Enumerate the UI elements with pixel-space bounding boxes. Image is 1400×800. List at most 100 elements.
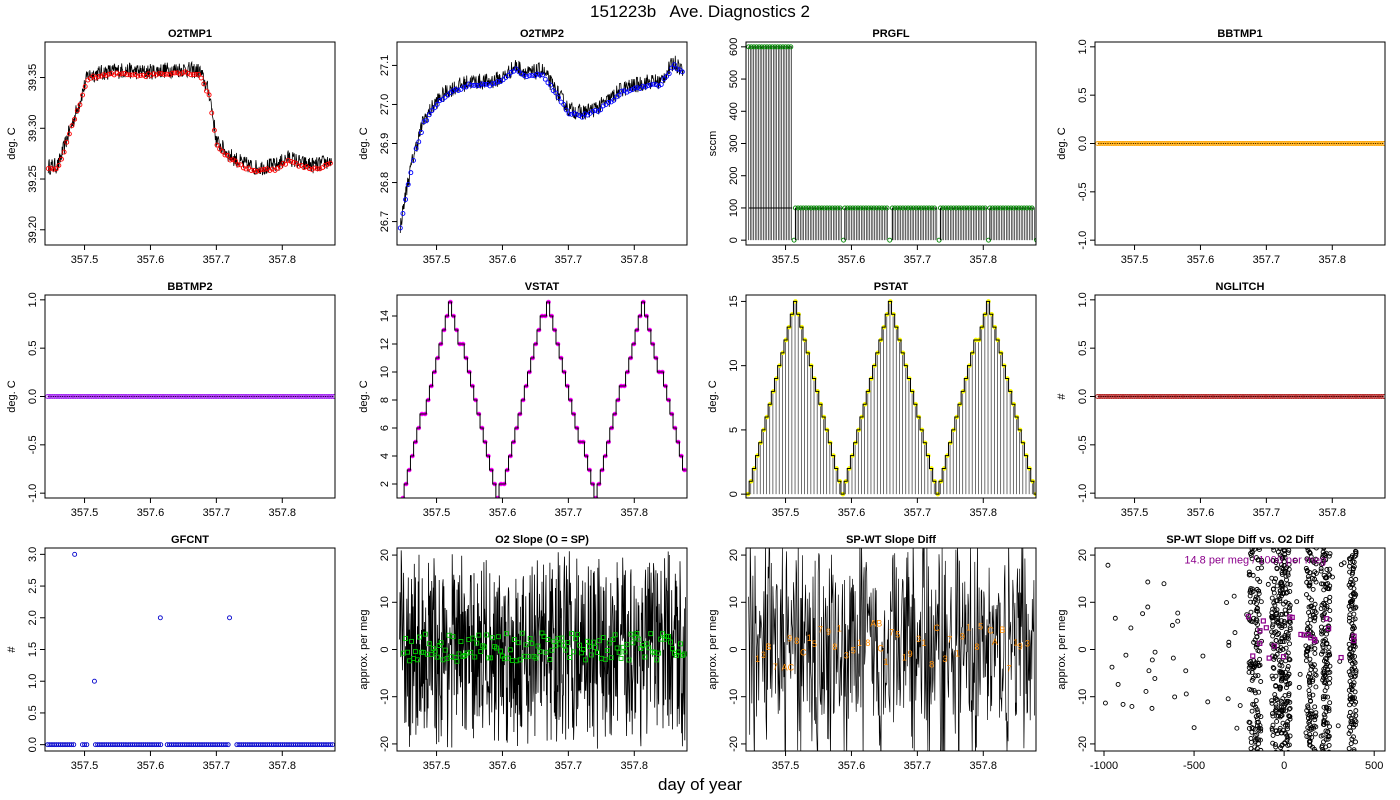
data-point <box>1249 687 1255 693</box>
data-point <box>1339 394 1345 399</box>
data-point <box>238 162 244 168</box>
data-point <box>1312 667 1318 673</box>
data-point <box>1269 673 1275 679</box>
data-point <box>1326 571 1332 577</box>
data-point <box>63 394 69 399</box>
outlier-point <box>1226 642 1232 648</box>
x-tick-label: 357.6 <box>489 507 517 519</box>
data-point <box>193 72 199 77</box>
x-tick-label: 357.8 <box>1319 254 1347 266</box>
data-point <box>1277 394 1283 399</box>
data-point <box>775 44 781 50</box>
data-point <box>596 638 602 644</box>
data-point <box>1253 698 1259 704</box>
data-point <box>1258 394 1264 399</box>
data-point <box>1287 627 1293 633</box>
data-point <box>1238 141 1244 146</box>
data-point <box>634 631 640 636</box>
data-point <box>1246 669 1252 675</box>
data-point <box>442 647 448 653</box>
data-point <box>630 640 636 646</box>
data-point <box>1097 141 1103 146</box>
data-point <box>537 72 543 78</box>
data-point <box>780 44 786 50</box>
y-tick-label: 0.0 <box>27 389 39 404</box>
data-point <box>51 166 57 172</box>
data-point <box>1194 141 1200 146</box>
data-point <box>1247 141 1253 146</box>
data-point <box>1104 394 1110 399</box>
highlight-point <box>1338 654 1344 661</box>
data-point <box>540 72 546 78</box>
data-point <box>137 394 143 399</box>
data-point <box>1350 668 1356 674</box>
highlight-point <box>1266 655 1272 661</box>
point-label: C <box>933 623 940 633</box>
data-point <box>1141 141 1147 146</box>
data-point <box>1097 394 1103 399</box>
data-point <box>1327 599 1333 605</box>
data-point <box>1175 141 1181 146</box>
zero-point <box>1034 237 1036 243</box>
data-point <box>405 649 410 655</box>
data-point <box>969 205 975 211</box>
data-point <box>1251 658 1257 664</box>
data-point <box>1275 618 1281 624</box>
data-point <box>1106 394 1112 399</box>
data-point <box>169 70 175 76</box>
data-point <box>1282 703 1288 708</box>
data-point <box>511 637 517 642</box>
y-tick-label: 300 <box>728 134 740 152</box>
data-point <box>232 394 237 399</box>
series-line <box>399 55 684 234</box>
point-label: AC <box>782 662 795 672</box>
data-point <box>1247 394 1253 399</box>
data-point <box>1279 749 1284 751</box>
data-point <box>1284 723 1290 729</box>
data-point <box>283 161 289 167</box>
data-point <box>977 205 983 211</box>
data-point <box>1145 141 1151 146</box>
data-point <box>1268 394 1274 399</box>
data-point <box>1235 141 1241 146</box>
data-point <box>280 160 286 166</box>
data-point <box>622 649 628 655</box>
data-point <box>69 742 75 748</box>
data-point <box>648 82 654 88</box>
chart-title: BBTMP1 <box>1217 28 1262 40</box>
data-point <box>1348 719 1354 725</box>
data-point <box>982 205 988 211</box>
data-point <box>643 84 648 90</box>
data-point <box>56 162 62 168</box>
y-tick-label: 26.8 <box>379 172 391 193</box>
data-point <box>490 635 496 641</box>
data-point <box>1306 576 1312 582</box>
data-point <box>125 394 131 399</box>
data-point <box>1249 556 1255 562</box>
data-point <box>672 62 677 68</box>
data-point <box>614 645 620 651</box>
data-point <box>52 394 58 399</box>
data-point <box>282 394 288 399</box>
data-point <box>1305 705 1311 711</box>
data-point <box>884 205 890 211</box>
data-point <box>1320 696 1326 702</box>
data-point <box>135 394 141 399</box>
data-point <box>1252 596 1258 602</box>
data-point <box>515 640 521 646</box>
data-point <box>992 205 998 211</box>
data-point <box>1352 654 1357 659</box>
data-point <box>1228 394 1234 399</box>
x-tick-label: 357.7 <box>1253 254 1281 266</box>
data-point <box>1104 141 1110 146</box>
highlight-point <box>1351 637 1357 644</box>
data-point <box>1273 728 1279 734</box>
data-point <box>206 92 212 98</box>
data-point <box>1350 626 1356 631</box>
data-point <box>1353 548 1357 549</box>
point-label: 1 <box>922 638 927 648</box>
data-point <box>1273 560 1279 565</box>
data-point <box>1348 576 1354 582</box>
data-point <box>754 44 759 50</box>
data-point <box>1306 558 1312 563</box>
